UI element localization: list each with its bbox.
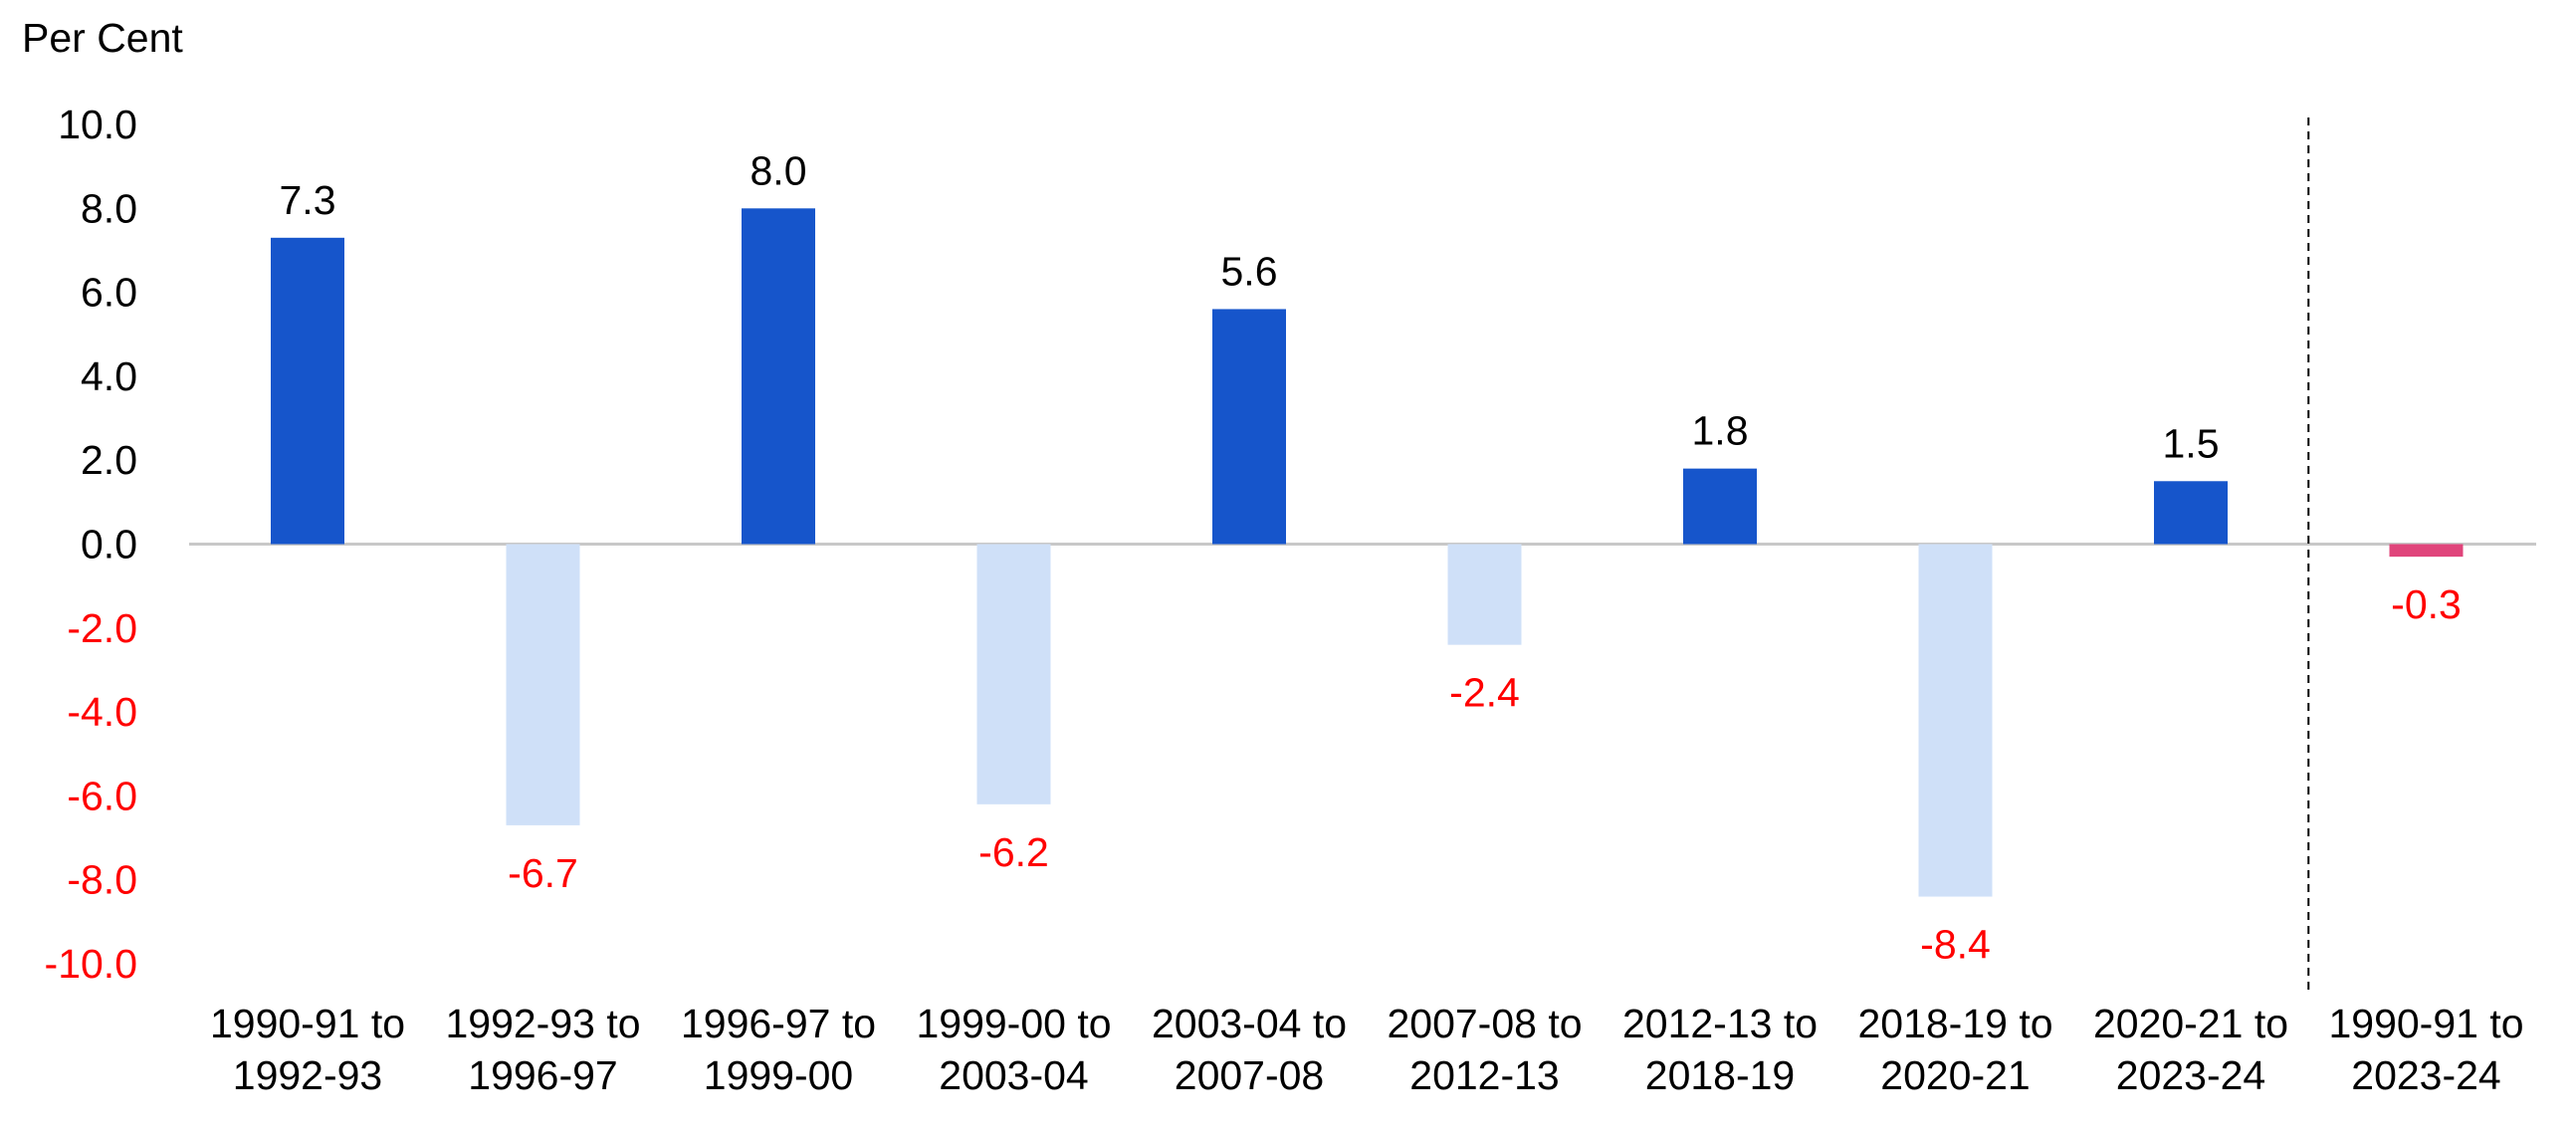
bar bbox=[2389, 544, 2464, 558]
x-category-label: 1999-00 bbox=[704, 1052, 853, 1098]
y-axis-title: Per Cent bbox=[22, 15, 183, 61]
x-category-label: 1996-97 bbox=[468, 1052, 617, 1098]
data-label: -6.7 bbox=[508, 850, 578, 896]
y-tick-label: -2.0 bbox=[67, 605, 137, 651]
bar bbox=[506, 544, 580, 825]
x-category-label: 1992-93 to bbox=[445, 1001, 640, 1046]
bar bbox=[271, 237, 344, 545]
y-tick-label: -8.0 bbox=[67, 857, 137, 903]
x-category-label: 1990-91 to bbox=[2328, 1001, 2523, 1046]
data-label: 8.0 bbox=[751, 147, 807, 193]
data-label: 5.6 bbox=[1221, 248, 1278, 294]
x-category-label: 2003-04 bbox=[939, 1052, 1088, 1098]
data-label: -2.4 bbox=[1449, 670, 1520, 716]
data-label: -0.3 bbox=[2391, 581, 2462, 627]
y-tick-label: 10.0 bbox=[58, 102, 137, 147]
x-category-label: 2012-13 to bbox=[1622, 1001, 1818, 1046]
y-tick-label: 4.0 bbox=[81, 353, 137, 399]
x-category-label: 2023-24 bbox=[2351, 1052, 2500, 1098]
y-axis-ticks: 10.0 8.0 6.0 4.0 2.0 0.0 -2.0 -4.0 -6.0 -8.0 -10.0 bbox=[45, 102, 137, 987]
x-category-label: 2018-19 bbox=[1645, 1052, 1795, 1098]
data-label: 1.8 bbox=[1692, 408, 1749, 454]
bar bbox=[2154, 481, 2228, 545]
x-category-label: 2020-21 bbox=[1880, 1052, 2030, 1098]
x-category-label: 2018-19 to bbox=[1857, 1001, 2052, 1046]
x-category-label: 2003-04 to bbox=[1152, 1001, 1347, 1046]
x-category-label: 1990-91 to bbox=[210, 1001, 405, 1046]
bar bbox=[742, 208, 815, 545]
x-category-label: 2007-08 bbox=[1175, 1052, 1324, 1098]
data-label: -8.4 bbox=[1920, 922, 1991, 968]
category-labels: 1990-91 to 1992-93 1992-93 to 1996-97 1996-9… bbox=[210, 1001, 2524, 1098]
x-category-label: 2012-13 bbox=[1409, 1052, 1559, 1098]
data-label: -6.2 bbox=[978, 829, 1049, 875]
y-tick-label: -6.0 bbox=[67, 773, 137, 818]
y-tick-label: 2.0 bbox=[81, 437, 137, 483]
y-tick-label: 6.0 bbox=[81, 270, 137, 316]
x-category-label: 2020-21 to bbox=[2093, 1001, 2288, 1046]
bar bbox=[1918, 544, 1993, 897]
x-category-label: 1992-93 bbox=[233, 1052, 382, 1098]
x-category-label: 1996-97 to bbox=[681, 1001, 876, 1046]
data-labels: 7.3 -6.7 8.0 -6.2 5.6 -2.4 1.8 -8.4 1.5 -0.3 bbox=[280, 147, 2462, 967]
x-category-label: 1999-00 to bbox=[916, 1001, 1111, 1046]
bar bbox=[976, 544, 1051, 804]
data-label: 1.5 bbox=[2163, 420, 2220, 466]
y-tick-label: -4.0 bbox=[67, 689, 137, 735]
y-tick-label: 0.0 bbox=[81, 522, 137, 568]
data-label: 7.3 bbox=[280, 177, 336, 223]
bars bbox=[271, 208, 2464, 897]
bar bbox=[1212, 309, 1286, 545]
bar bbox=[1683, 468, 1757, 545]
x-category-label: 2023-24 bbox=[2116, 1052, 2265, 1098]
y-tick-label: -10.0 bbox=[45, 941, 137, 987]
x-category-label: 2007-08 to bbox=[1387, 1001, 1582, 1046]
bar bbox=[1447, 544, 1522, 645]
y-tick-label: 8.0 bbox=[81, 185, 137, 231]
